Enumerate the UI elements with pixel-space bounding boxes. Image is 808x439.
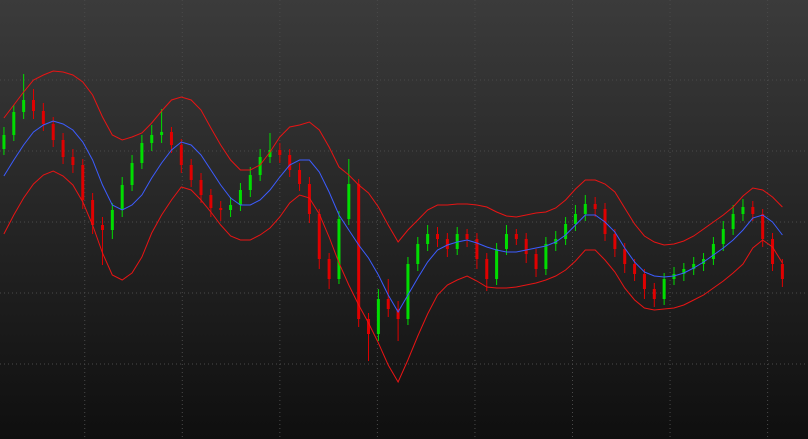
candle-body: [623, 249, 627, 264]
candle-body: [317, 214, 321, 259]
candle-body: [150, 135, 154, 143]
candle-body: [120, 185, 124, 210]
candle-body: [2, 135, 6, 149]
candle-body: [219, 208, 223, 210]
candle-body: [347, 184, 351, 219]
candle-body: [771, 239, 775, 264]
candle-body: [682, 269, 686, 274]
candle-body: [278, 150, 282, 155]
candle-body: [751, 207, 755, 214]
candle-body: [711, 244, 715, 259]
candle-body: [12, 112, 16, 135]
candle-body: [662, 279, 666, 299]
candle-body: [731, 214, 735, 229]
candle-body: [465, 234, 469, 239]
candle-body: [692, 264, 696, 269]
candle-body: [288, 155, 292, 170]
candle-body: [268, 150, 272, 157]
candle-body: [376, 299, 380, 334]
candle-body: [426, 234, 430, 244]
candle-body: [416, 244, 420, 264]
candle-body: [524, 239, 528, 254]
candle-body: [514, 234, 518, 239]
candle-body: [504, 234, 508, 249]
candle-body: [229, 205, 233, 210]
candle-body: [475, 239, 479, 259]
candle-body: [327, 259, 331, 279]
candle-body: [357, 184, 361, 319]
candle-body: [51, 124, 55, 140]
candle-body: [780, 264, 784, 279]
candle-body: [209, 195, 213, 208]
candle-body: [593, 204, 597, 209]
candle-body: [445, 239, 449, 249]
candle-body: [613, 234, 617, 249]
candle-body: [298, 170, 302, 184]
candle-body: [307, 184, 311, 214]
candle-body: [100, 225, 104, 230]
candle-body: [367, 319, 371, 334]
candle-body: [544, 244, 548, 269]
candle-body: [22, 100, 26, 112]
candle-body: [396, 309, 400, 319]
indicator-line: [3, 170, 783, 384]
candle-body: [406, 264, 410, 319]
candle-body: [189, 165, 193, 180]
candle-body: [741, 207, 745, 214]
candle-body: [199, 180, 203, 195]
candle-body: [652, 289, 656, 299]
candle-body: [110, 210, 114, 230]
candle-body: [169, 132, 173, 145]
candle-body: [721, 229, 725, 244]
candle-body: [761, 214, 765, 239]
candle-body: [41, 111, 45, 124]
candle-body: [140, 143, 144, 163]
candle-body: [573, 214, 577, 224]
candle-body: [179, 145, 183, 165]
candle-body: [248, 175, 252, 190]
candle-body: [633, 264, 637, 274]
candle-body: [91, 200, 95, 225]
candle-body: [81, 165, 85, 200]
candle-body: [32, 100, 36, 111]
candle-body: [71, 157, 75, 165]
candle-body: [583, 204, 587, 214]
indicator-line: [3, 70, 783, 246]
candle-body: [160, 132, 164, 135]
candle-body: [386, 299, 390, 309]
candle-body: [642, 274, 646, 289]
candle-body: [534, 254, 538, 269]
indicator-line: [3, 120, 783, 313]
candle-body: [238, 190, 242, 205]
candle-body: [337, 219, 341, 279]
candle-body: [130, 163, 134, 185]
candle-body: [495, 249, 499, 279]
candle-body: [564, 224, 568, 239]
candle-body: [485, 259, 489, 279]
candle-body: [258, 157, 262, 175]
candle-body: [61, 140, 65, 157]
candle-body: [436, 234, 440, 239]
